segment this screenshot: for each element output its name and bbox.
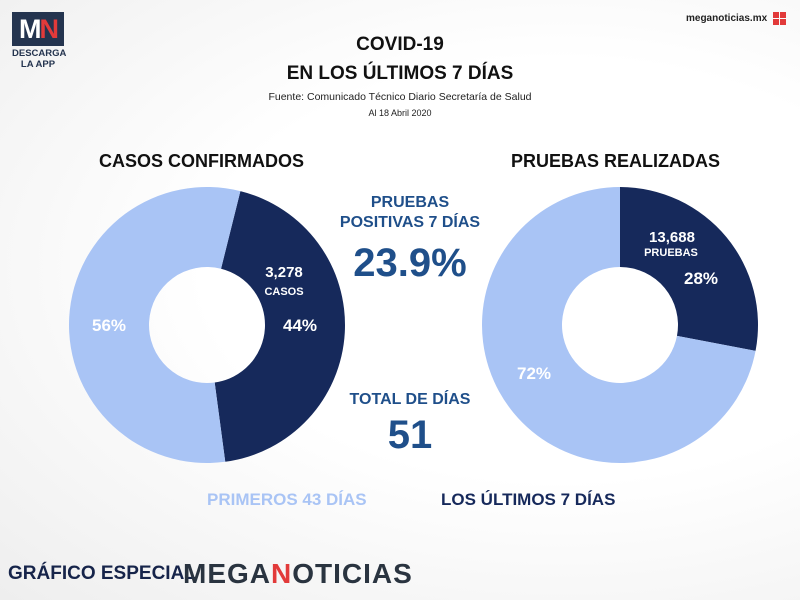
positivity-label-line2: POSITIVAS 7 DÍAS <box>339 214 481 231</box>
legend-first-43-days: PRIMEROS 43 DÍAS <box>207 490 367 509</box>
footer-brand: MEGANOTICIAS <box>183 558 413 590</box>
slice-last-7-days-0 <box>214 191 346 462</box>
title-line2: EN LOS ÚLTIMOS 7 DÍAS <box>286 63 514 84</box>
logo-subtitle: DESCARGA LA APP <box>12 48 67 70</box>
total-days-label: TOTAL DE DÍAS <box>349 391 471 408</box>
site-grid-icon <box>773 12 786 25</box>
logo-subtitle-line2: LA APP <box>20 59 56 70</box>
slice-first-43-days-0 <box>69 186 241 463</box>
logo-subtitle-line1: DESCARGA <box>12 48 67 59</box>
legend-last-7-days: LOS ÚLTIMOS 7 DÍAS <box>441 490 616 509</box>
slice-last-7-days-1 <box>620 187 758 351</box>
chart-title-tests: PRUEBAS REALIZADAS <box>511 151 721 171</box>
slice-label-first-1: 72% <box>517 364 551 383</box>
positivity-label-line1: PRUEBAS <box>370 194 450 211</box>
slice-label-last-1: 28% <box>684 269 718 288</box>
app-logo[interactable]: MN DESCARGA LA APP <box>12 12 68 70</box>
annotation-unit-0: CASOS <box>264 286 303 298</box>
annotation-unit-1: PRUEBAS <box>644 247 698 259</box>
annotation-value-1: 13,688 <box>649 229 695 246</box>
slice-label-last-0: 44% <box>283 316 317 335</box>
site-url[interactable]: meganoticias.mx <box>686 13 768 24</box>
logo-mark: MN <box>12 12 64 46</box>
footer-label: GRÁFICO ESPECIAL <box>8 563 196 584</box>
positivity-value: 23.9% <box>353 241 467 285</box>
footer-brand-part-n: N <box>271 558 293 589</box>
date-note: Al 18 Abril 2020 <box>368 108 432 118</box>
footer-brand-part-b: OTICIAS <box>292 558 413 589</box>
slice-first-43-days-1 <box>481 187 756 463</box>
chart-title-confirmed: CASOS CONFIRMADOS <box>99 151 305 171</box>
slice-label-first-0: 56% <box>92 316 126 335</box>
annotation-value-0: 3,278 <box>265 264 303 281</box>
footer-brand-part-a: MEGA <box>183 558 271 589</box>
logo-letter-n: N <box>39 14 59 44</box>
total-days-value: 51 <box>387 413 433 457</box>
positivity-label: PRUEBAS POSITIVAS 7 DÍAS <box>320 193 500 233</box>
title-line1: COVID-19 <box>356 34 444 55</box>
logo-letter-m: M <box>19 14 41 44</box>
source-note: Fuente: Comunicado Técnico Diario Secret… <box>268 91 532 103</box>
